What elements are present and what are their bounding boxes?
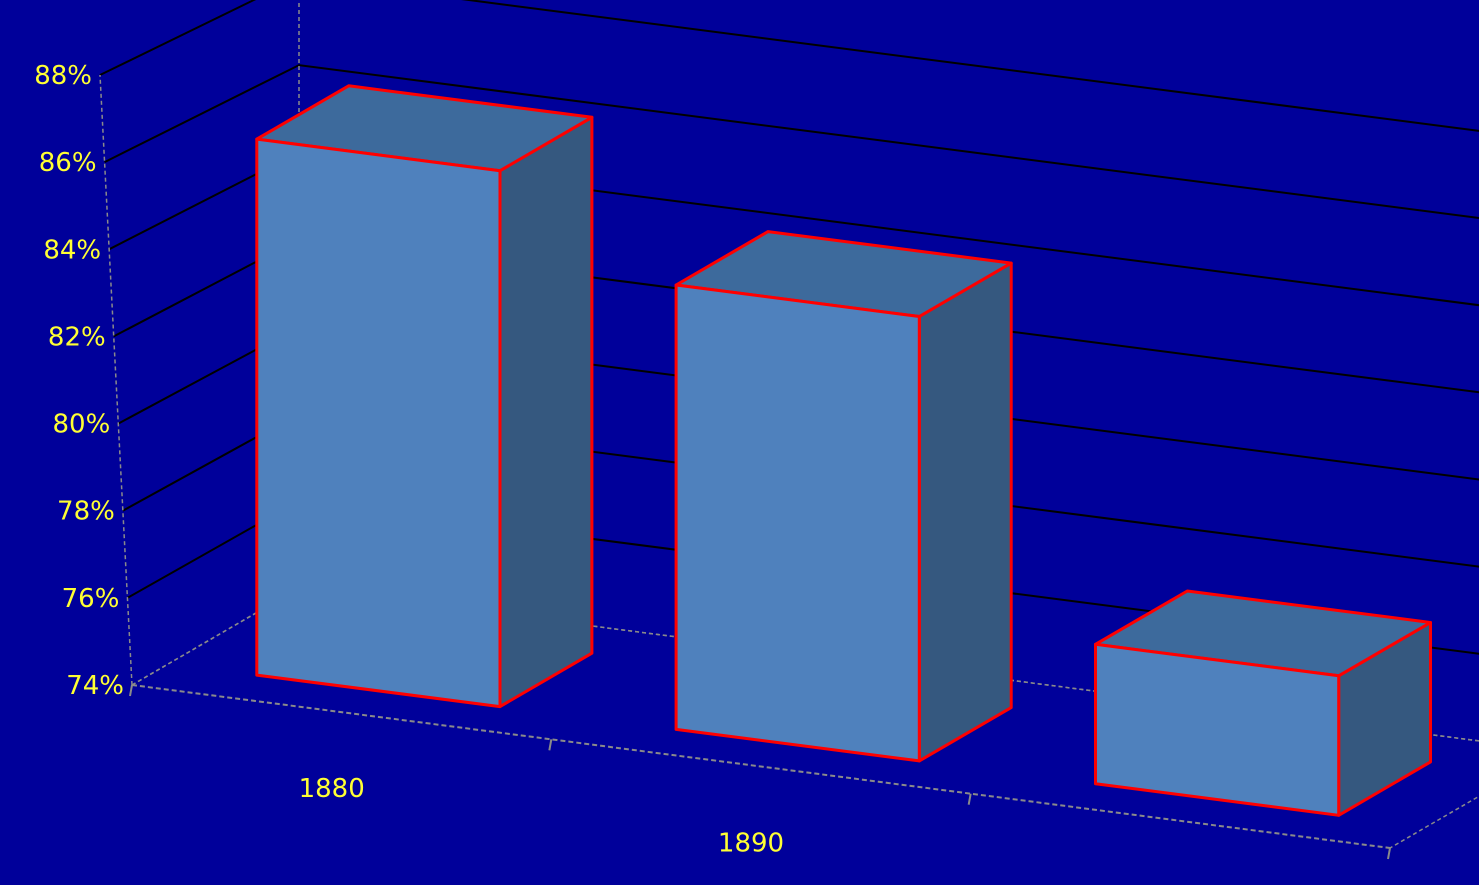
x-tick-label: 1910: [1137, 883, 1203, 885]
y-tick-label: 82%: [48, 322, 106, 352]
x-axis-tick-marks: [129, 684, 1391, 860]
bar-front-face: [1094, 642, 1341, 817]
x-tick-mark: [129, 684, 133, 697]
y-tick-label: 88%: [34, 61, 92, 91]
bar-side-face: [917, 261, 1013, 763]
y-tick-label: 80%: [52, 410, 110, 440]
x-axis-line: [131, 684, 1391, 849]
x-tick-mark: [1387, 847, 1391, 860]
bar-1890: [674, 230, 1013, 763]
y-tick-label: 78%: [57, 497, 115, 527]
x-tick-label: 1880: [299, 774, 365, 804]
y-tick-label: 74%: [66, 671, 124, 701]
x-axis-tick-labels: 1880 1890 1910: [299, 774, 1204, 885]
bars: [255, 84, 1432, 817]
bar-1880: [255, 84, 594, 709]
x-tick-label: 1890: [718, 829, 784, 859]
y-axis-tick-labels: 74% 76% 78% 80% 82% 84% 86% 88%: [34, 61, 124, 701]
y-tick-label: 84%: [43, 235, 101, 265]
x-tick-mark: [548, 739, 553, 751]
bar-1910: [1094, 589, 1432, 817]
y-axis-line: [99, 74, 133, 686]
bar-front-face: [255, 137, 502, 709]
gridline: [99, 0, 1479, 132]
bar-side-face: [498, 115, 594, 709]
gridline: [104, 64, 1479, 220]
y-tick-label: 76%: [62, 584, 120, 614]
bar-front-face: [674, 283, 921, 763]
y-tick-label: 86%: [39, 148, 97, 178]
x-tick-mark: [967, 793, 972, 805]
